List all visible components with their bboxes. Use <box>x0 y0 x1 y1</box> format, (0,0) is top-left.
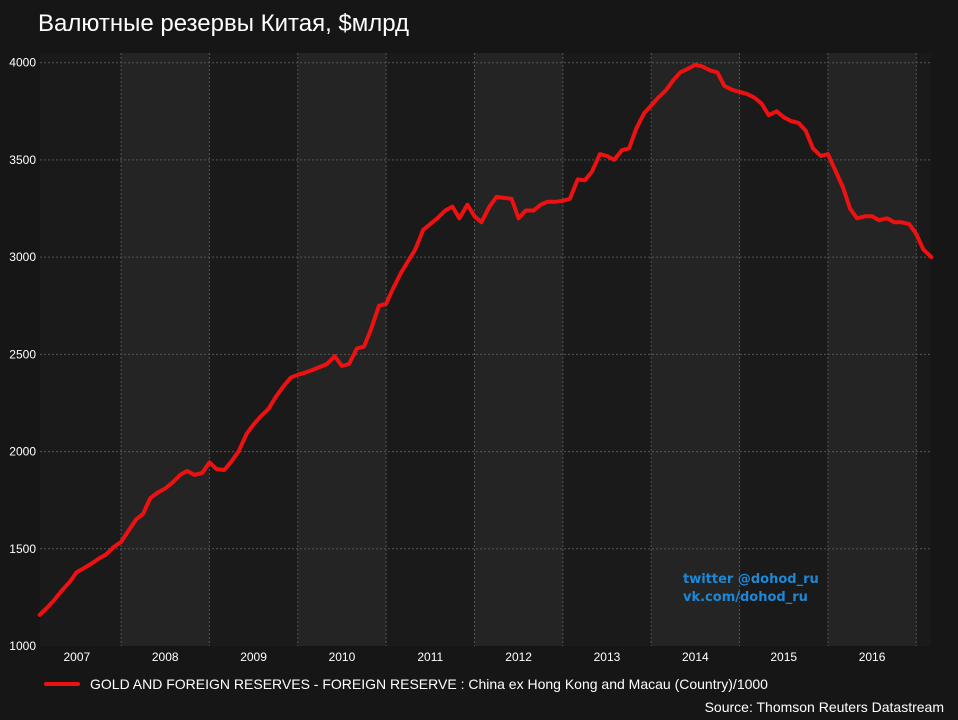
y-axis-ticks: 1000 1500 2000 2500 3000 3500 4000 <box>9 56 36 653</box>
year-band <box>916 53 931 646</box>
x-tick-label: 2012 <box>505 650 532 664</box>
y-tick-label: 2500 <box>9 347 36 361</box>
x-tick-label: 2016 <box>859 650 886 664</box>
x-tick-label: 2011 <box>417 650 443 664</box>
year-band <box>297 53 387 646</box>
x-tick-label: 2009 <box>240 650 267 664</box>
year-band <box>562 53 652 646</box>
year-band <box>827 53 917 646</box>
year-band <box>739 53 828 646</box>
year-band <box>651 53 740 646</box>
watermark-twitter: twitter @dohod_ru <box>683 572 819 587</box>
x-tick-label: 2015 <box>770 650 797 664</box>
source-note: Source: Thomson Reuters Datastream <box>704 699 944 715</box>
x-tick-label: 2013 <box>594 650 621 664</box>
x-tick-label: 2008 <box>152 650 179 664</box>
x-tick-label: 2014 <box>682 650 709 664</box>
year-band <box>386 53 475 646</box>
y-tick-label: 1000 <box>9 639 36 653</box>
year-band <box>209 53 298 646</box>
x-axis-ticks: 2007 2008 2009 2010 2011 2012 2013 2014 2015 2016 <box>63 650 885 664</box>
year-band <box>40 53 122 646</box>
legend-label: GOLD AND FOREIGN RESERVES - FOREIGN RESE… <box>90 676 768 692</box>
x-tick-label: 2007 <box>63 650 90 664</box>
legend-swatch <box>44 682 80 686</box>
series-layer <box>37 62 934 617</box>
y-tick-label: 3000 <box>9 250 36 264</box>
chart-title: Валютные резервы Китая, $млрд <box>38 10 410 37</box>
y-tick-label: 4000 <box>9 56 36 70</box>
watermark-vk: vk.com/dohod_ru <box>683 590 808 605</box>
x-tick-label: 2010 <box>329 650 356 664</box>
year-bands <box>40 53 931 646</box>
grid-lines <box>40 53 931 646</box>
y-tick-label: 1500 <box>9 542 36 556</box>
legend: GOLD AND FOREIGN RESERVES - FOREIGN RESE… <box>44 676 768 692</box>
year-band <box>121 53 210 646</box>
y-tick-label: 2000 <box>9 445 36 459</box>
y-tick-label: 3500 <box>9 153 36 167</box>
year-band <box>474 53 563 646</box>
series-line <box>37 62 934 617</box>
